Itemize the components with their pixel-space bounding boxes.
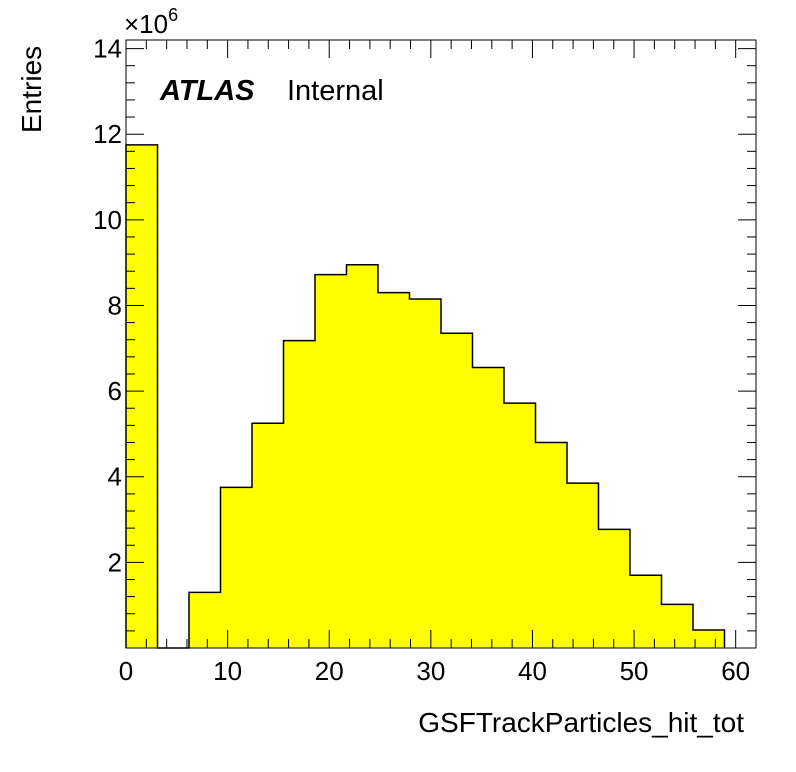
atlas-label: ATLAS <box>159 75 255 107</box>
x-tick-label: 0 <box>119 656 133 686</box>
histogram-bin <box>693 630 725 648</box>
axis-ticks <box>125 40 757 649</box>
y-multiplier-exponent: 6 <box>168 5 178 25</box>
histogram-bin <box>252 423 284 648</box>
histogram-bars <box>125 144 726 649</box>
histogram-bin <box>346 264 378 648</box>
x-tick-label: 50 <box>620 656 649 686</box>
histogram-bin <box>441 333 473 648</box>
y-tick-label: 4 <box>108 462 122 492</box>
histogram-bin <box>535 442 567 648</box>
histogram-bin <box>567 483 599 648</box>
y-axis-title: Entries <box>16 46 47 133</box>
x-tick-label: 10 <box>213 656 242 686</box>
histogram-bin <box>661 604 693 648</box>
tick-labels: 0 10 20 30 40 50 60 2 4 6 8 10 12 14 <box>93 34 750 686</box>
histogram-outline <box>125 144 726 649</box>
y-tick-label: 14 <box>93 34 122 64</box>
x-tick-label: 40 <box>518 656 547 686</box>
histogram-bin <box>189 592 221 648</box>
x-tick-label: 60 <box>721 656 750 686</box>
histogram-bin <box>409 299 441 648</box>
y-tick-label: 8 <box>108 290 122 320</box>
histogram-bin <box>220 487 252 648</box>
y-tick-label: 10 <box>93 205 122 235</box>
y-multiplier-base: ×10 <box>124 9 168 39</box>
histogram-bin <box>598 529 630 648</box>
x-axis-title: GSFTrackParticles_hit_tot <box>418 707 744 738</box>
histogram-bin <box>504 403 536 648</box>
histogram-bin <box>630 575 662 648</box>
y-tick-label: 6 <box>108 376 122 406</box>
y-tick-label: 2 <box>108 547 122 577</box>
x-tick-label: 20 <box>315 656 344 686</box>
histogram-bin <box>378 292 410 648</box>
histogram-bin <box>283 340 315 648</box>
internal-label: Internal <box>287 75 384 107</box>
histogram-bin <box>472 367 504 648</box>
y-multiplier: ×106 <box>124 5 178 39</box>
histogram-bin <box>315 274 347 648</box>
x-tick-label: 30 <box>416 656 445 686</box>
y-tick-label: 12 <box>93 119 122 149</box>
plot-frame <box>125 39 757 649</box>
histogram-bin <box>126 144 158 648</box>
